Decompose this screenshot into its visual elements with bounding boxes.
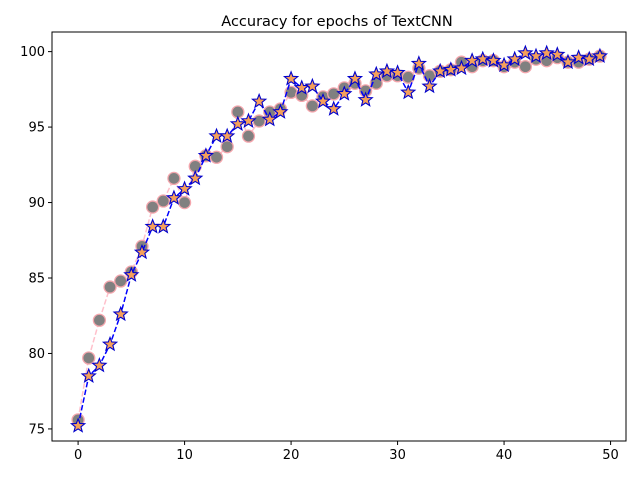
data-point-star [527,47,545,64]
data-point-star [591,47,609,64]
data-point-star [410,55,427,71]
data-point-star [346,70,364,86]
x-tick-label: 30 [389,448,406,463]
data-point-star [421,77,438,94]
x-tick-label: 20 [283,448,300,463]
data-point-circle [167,171,181,186]
data-point-star [378,62,396,79]
y-tick-label: 75 [28,422,45,437]
y-axis: 75 80 85 90 95 100 [20,45,52,437]
data-point-star [261,111,278,127]
data-point-star [187,169,204,186]
data-point-circle [156,194,170,208]
data-point-circle [401,70,415,84]
data-point-star [453,59,470,76]
data-point-star [485,52,502,68]
data-point-star [91,357,108,373]
data-point-star [219,127,236,144]
data-point-star [389,64,406,80]
data-point-star [272,103,289,119]
data-point-star [506,50,523,67]
data-point-circle [241,129,256,143]
axes-frame [51,31,627,442]
data-point-star [549,46,566,62]
y-tick-label: 85 [28,272,45,287]
x-axis: 0 10 20 30 40 50 [74,441,619,463]
x-tick-label: 0 [74,448,82,463]
y-tick-label: 100 [20,45,45,60]
data-point-star [240,112,257,128]
data-point-star [208,127,225,144]
series-stars [69,44,609,433]
data-point-star [400,83,417,100]
data-point-circle [327,87,341,101]
data-point-circle [518,60,533,74]
data-point-circle [145,200,160,214]
data-point-circle [220,140,234,154]
data-point-circle [82,351,96,365]
data-point-star [165,189,183,205]
data-point-circle [177,195,192,210]
series-line [77,52,601,427]
plot-area [69,44,609,433]
data-point-star [251,92,268,109]
data-point-star [581,50,598,67]
y-tick-label: 90 [28,196,45,211]
data-point-circle [92,313,107,327]
data-point-star [69,417,87,433]
data-point-star [282,70,300,86]
data-point-star [559,53,577,70]
x-tick-label: 50 [602,448,619,463]
data-point-star [133,243,151,260]
y-tick-label: 95 [28,121,45,136]
data-point-star [176,180,193,196]
data-point-star [495,56,513,73]
data-point-star [368,65,385,82]
data-point-star [325,100,342,116]
data-point-star [229,115,246,131]
data-point-star [197,147,214,163]
data-point-star [80,367,97,384]
data-point-circle [114,274,128,288]
data-point-circle [209,150,224,164]
x-tick-label: 40 [496,448,513,463]
data-point-star [538,44,555,61]
data-point-star [336,85,353,101]
series-line [77,55,601,420]
data-point-star [155,218,172,234]
data-point-star [357,91,374,107]
data-point-circle [103,280,117,294]
data-point-circle [305,99,320,113]
data-point-star [112,305,129,322]
chart-title: Accuracy for epochs of TextCNN [221,14,452,30]
y-tick-label: 80 [28,347,45,362]
x-tick-label: 10 [176,448,193,463]
data-point-star [570,49,587,65]
data-point-star [101,335,119,352]
data-point-star [314,92,332,109]
data-point-star [474,50,491,67]
data-point-star [123,266,140,282]
data-point-star [517,44,534,61]
data-point-star [304,77,321,94]
